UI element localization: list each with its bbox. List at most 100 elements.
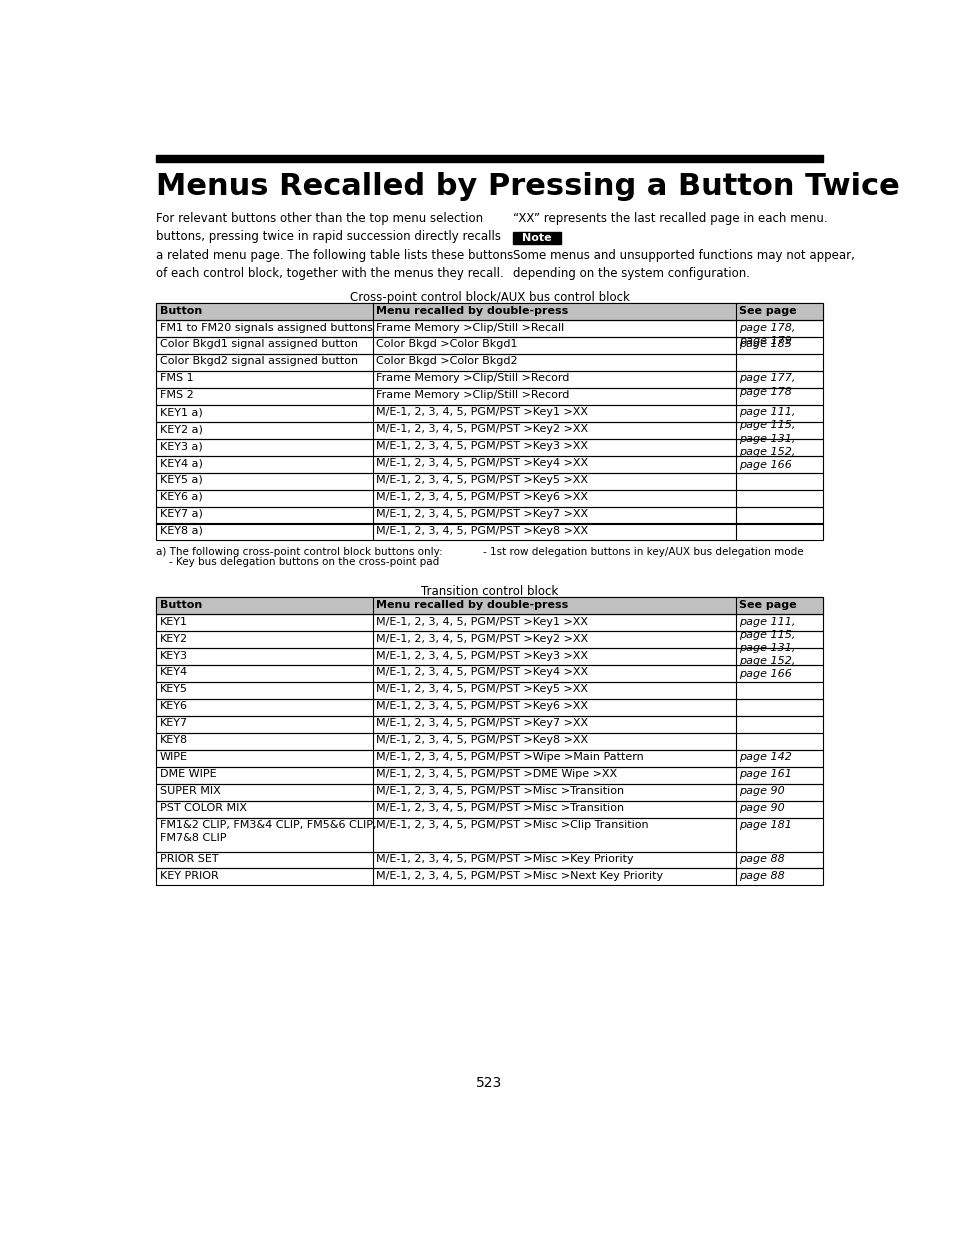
Text: DME WIPE: DME WIPE	[159, 769, 216, 779]
Text: M/E-1, 2, 3, 4, 5, PGM/PST >Key2 >XX: M/E-1, 2, 3, 4, 5, PGM/PST >Key2 >XX	[375, 424, 588, 434]
Bar	[156, 817, 822, 852]
Text: Menu recalled by double-press: Menu recalled by double-press	[375, 306, 568, 316]
Bar	[156, 404, 822, 422]
Text: M/E-1, 2, 3, 4, 5, PGM/PST >Misc >Transition: M/E-1, 2, 3, 4, 5, PGM/PST >Misc >Transi…	[375, 786, 623, 796]
Text: WIPE: WIPE	[159, 753, 188, 763]
Text: page 90: page 90	[739, 804, 784, 814]
Text: Cross-point control block/AUX bus control block: Cross-point control block/AUX bus contro…	[350, 291, 629, 304]
Text: For relevant buttons other than the top menu selection
buttons, pressing twice i: For relevant buttons other than the top …	[156, 211, 513, 280]
Bar	[156, 304, 822, 320]
Text: M/E-1, 2, 3, 4, 5, PGM/PST >Key5 >XX: M/E-1, 2, 3, 4, 5, PGM/PST >Key5 >XX	[375, 475, 588, 485]
Text: M/E-1, 2, 3, 4, 5, PGM/PST >Misc >Next Key Priority: M/E-1, 2, 3, 4, 5, PGM/PST >Misc >Next K…	[375, 871, 662, 881]
Text: KEY6: KEY6	[159, 702, 188, 712]
Text: PST COLOR MIX: PST COLOR MIX	[159, 804, 246, 814]
Bar	[156, 801, 822, 817]
Bar	[513, 231, 560, 244]
Text: page 177,
page 178: page 177, page 178	[739, 373, 795, 397]
Bar	[156, 750, 822, 766]
Text: FM1 to FM20 signals assigned buttons: FM1 to FM20 signals assigned buttons	[159, 322, 372, 332]
Text: Button: Button	[159, 306, 202, 316]
Text: M/E-1, 2, 3, 4, 5, PGM/PST >DME Wipe >XX: M/E-1, 2, 3, 4, 5, PGM/PST >DME Wipe >XX	[375, 769, 617, 779]
Bar	[156, 597, 822, 615]
Text: page 142: page 142	[739, 753, 791, 763]
Text: - Key bus delegation buttons on the cross-point pad: - Key bus delegation buttons on the cros…	[156, 556, 439, 566]
Text: M/E-1, 2, 3, 4, 5, PGM/PST >Key6 >XX: M/E-1, 2, 3, 4, 5, PGM/PST >Key6 >XX	[375, 702, 588, 712]
Text: M/E-1, 2, 3, 4, 5, PGM/PST >Key3 >XX: M/E-1, 2, 3, 4, 5, PGM/PST >Key3 >XX	[375, 442, 588, 452]
Bar	[156, 733, 822, 750]
Text: See page: See page	[739, 600, 796, 610]
Text: KEY4: KEY4	[159, 668, 188, 678]
Bar	[156, 766, 822, 784]
Text: page 178,
page 179: page 178, page 179	[739, 322, 795, 346]
Text: KEY3: KEY3	[159, 651, 188, 661]
Text: Color Bkgd >Color Bkgd2: Color Bkgd >Color Bkgd2	[375, 357, 517, 367]
Text: KEY8 a): KEY8 a)	[159, 526, 202, 536]
Text: page 161: page 161	[739, 769, 791, 779]
Bar	[156, 631, 822, 648]
Bar	[156, 490, 822, 506]
Text: Frame Memory >Clip/Still >Recall: Frame Memory >Clip/Still >Recall	[375, 322, 564, 332]
Text: Color Bkgd2 signal assigned button: Color Bkgd2 signal assigned button	[159, 357, 357, 367]
Text: “XX” represents the last recalled page in each menu.: “XX” represents the last recalled page i…	[513, 211, 826, 225]
Bar	[156, 699, 822, 717]
Bar	[156, 371, 822, 388]
Text: KEY5: KEY5	[159, 684, 188, 694]
Bar	[156, 524, 822, 540]
Text: - 1st row delegation buttons in key/AUX bus delegation mode: - 1st row delegation buttons in key/AUX …	[482, 546, 802, 556]
Text: KEY1 a): KEY1 a)	[159, 407, 202, 417]
Bar	[156, 868, 822, 886]
Bar	[156, 682, 822, 699]
Text: KEY7: KEY7	[159, 718, 188, 728]
Bar	[156, 666, 822, 682]
Bar	[156, 388, 822, 404]
Text: M/E-1, 2, 3, 4, 5, PGM/PST >Key4 >XX: M/E-1, 2, 3, 4, 5, PGM/PST >Key4 >XX	[375, 668, 588, 678]
Text: M/E-1, 2, 3, 4, 5, PGM/PST >Key5 >XX: M/E-1, 2, 3, 4, 5, PGM/PST >Key5 >XX	[375, 684, 588, 694]
Text: Some menus and unsupported functions may not appear,
depending on the system con: Some menus and unsupported functions may…	[513, 249, 854, 280]
Text: KEY1: KEY1	[159, 617, 188, 627]
Bar	[156, 337, 822, 355]
Text: M/E-1, 2, 3, 4, 5, PGM/PST >Key4 >XX: M/E-1, 2, 3, 4, 5, PGM/PST >Key4 >XX	[375, 458, 588, 468]
Text: Color Bkgd >Color Bkgd1: Color Bkgd >Color Bkgd1	[375, 340, 517, 350]
Text: KEY3 a): KEY3 a)	[159, 442, 202, 452]
Text: Menus Recalled by Pressing a Button Twice: Menus Recalled by Pressing a Button Twic…	[156, 172, 900, 200]
Text: FMS 2: FMS 2	[159, 391, 193, 401]
Text: M/E-1, 2, 3, 4, 5, PGM/PST >Key6 >XX: M/E-1, 2, 3, 4, 5, PGM/PST >Key6 >XX	[375, 491, 588, 501]
Text: PRIOR SET: PRIOR SET	[159, 853, 218, 863]
Text: M/E-1, 2, 3, 4, 5, PGM/PST >Key7 >XX: M/E-1, 2, 3, 4, 5, PGM/PST >Key7 >XX	[375, 509, 588, 519]
Text: KEY2 a): KEY2 a)	[159, 424, 202, 434]
Text: page 111,
page 115,
page 131,
page 152,
page 166: page 111, page 115, page 131, page 152, …	[739, 617, 795, 679]
Bar	[156, 156, 822, 162]
Text: M/E-1, 2, 3, 4, 5, PGM/PST >Key1 >XX: M/E-1, 2, 3, 4, 5, PGM/PST >Key1 >XX	[375, 407, 588, 417]
Text: M/E-1, 2, 3, 4, 5, PGM/PST >Key3 >XX: M/E-1, 2, 3, 4, 5, PGM/PST >Key3 >XX	[375, 651, 588, 661]
Text: page 185: page 185	[739, 340, 791, 350]
Text: page 111,
page 115,
page 131,
page 152,
page 166: page 111, page 115, page 131, page 152, …	[739, 407, 795, 470]
Text: page 181: page 181	[739, 820, 791, 830]
Bar	[156, 355, 822, 371]
Bar	[156, 852, 822, 868]
Text: Transition control block: Transition control block	[420, 585, 558, 598]
Text: Button: Button	[159, 600, 202, 610]
Bar	[156, 648, 822, 666]
Text: KEY7 a): KEY7 a)	[159, 509, 202, 519]
Text: Menu recalled by double-press: Menu recalled by double-press	[375, 600, 568, 610]
Text: a) The following cross-point control block buttons only:: a) The following cross-point control blo…	[156, 546, 442, 556]
Text: Frame Memory >Clip/Still >Record: Frame Memory >Clip/Still >Record	[375, 373, 569, 383]
Text: page 90: page 90	[739, 786, 784, 796]
Bar	[156, 615, 822, 631]
Text: KEY2: KEY2	[159, 633, 188, 643]
Text: See page: See page	[739, 306, 796, 316]
Text: KEY6 a): KEY6 a)	[159, 491, 202, 501]
Text: KEY5 a): KEY5 a)	[159, 475, 202, 485]
Text: M/E-1, 2, 3, 4, 5, PGM/PST >Misc >Clip Transition: M/E-1, 2, 3, 4, 5, PGM/PST >Misc >Clip T…	[375, 820, 648, 830]
Bar	[156, 439, 822, 455]
Text: M/E-1, 2, 3, 4, 5, PGM/PST >Wipe >Main Pattern: M/E-1, 2, 3, 4, 5, PGM/PST >Wipe >Main P…	[375, 753, 643, 763]
Text: FM1&2 CLIP, FM3&4 CLIP, FM5&6 CLIP,
FM7&8 CLIP: FM1&2 CLIP, FM3&4 CLIP, FM5&6 CLIP, FM7&…	[159, 820, 375, 843]
Text: 523: 523	[476, 1076, 501, 1090]
Text: M/E-1, 2, 3, 4, 5, PGM/PST >Misc >Transition: M/E-1, 2, 3, 4, 5, PGM/PST >Misc >Transi…	[375, 804, 623, 814]
Text: Note: Note	[521, 233, 551, 243]
Text: FMS 1: FMS 1	[159, 373, 193, 383]
Bar	[156, 320, 822, 337]
Text: KEY8: KEY8	[159, 735, 188, 745]
Text: KEY PRIOR: KEY PRIOR	[159, 871, 218, 881]
Text: M/E-1, 2, 3, 4, 5, PGM/PST >Key7 >XX: M/E-1, 2, 3, 4, 5, PGM/PST >Key7 >XX	[375, 718, 588, 728]
